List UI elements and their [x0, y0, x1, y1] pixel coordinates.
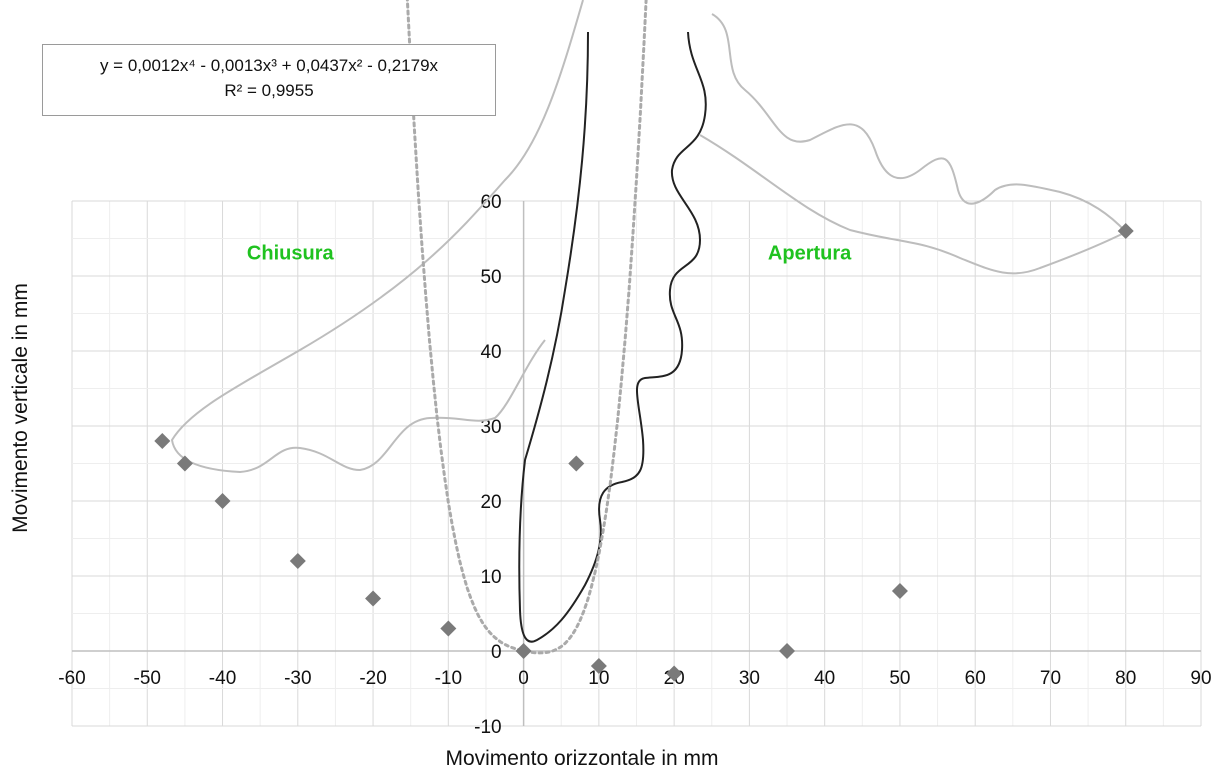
x-tick-label: -10 — [435, 668, 462, 689]
region-label-apertura: Apertura — [768, 243, 852, 265]
data-point — [214, 493, 231, 509]
x-tick-label: 70 — [1040, 668, 1061, 689]
jaw-outline-closing — [170, 0, 584, 474]
y-axis-title: Movimento verticale in mm — [9, 283, 32, 533]
data-point — [176, 455, 193, 472]
trendline — [405, 0, 648, 655]
data-point — [568, 455, 585, 472]
trendline-equation-box: y = 0,0012x⁴ - 0,0013x³ + 0,0437x² - 0,2… — [42, 44, 496, 116]
x-tick-label: -30 — [284, 668, 311, 689]
chart-grid — [71, 200, 1202, 727]
y-tick-label: 40 — [480, 342, 501, 363]
y-tick-label: 30 — [480, 417, 501, 438]
x-tick-label: 60 — [965, 668, 986, 689]
x-tick-label: -60 — [58, 668, 85, 689]
center-outline-dark — [518, 31, 707, 643]
data-point — [590, 658, 607, 674]
x-tick-label: -20 — [359, 668, 386, 689]
jaw-outline-center — [518, 31, 707, 643]
closing-outline-light — [170, 0, 584, 474]
trendline-r-squared: R² = 0,9955 — [224, 81, 314, 100]
data-point — [515, 643, 532, 659]
y-tick-label: 10 — [480, 567, 501, 588]
y-tick-label: -10 — [474, 717, 501, 738]
x-tick-label: 30 — [739, 668, 760, 689]
data-point — [1117, 223, 1134, 239]
data-markers — [154, 223, 1134, 682]
x-tick-label: 90 — [1190, 668, 1211, 689]
jaw-outline-opening — [699, 13, 1127, 275]
x-tick-label: -50 — [134, 668, 161, 689]
data-point — [666, 665, 683, 682]
data-point — [440, 620, 457, 637]
y-tick-label: 50 — [480, 267, 501, 288]
chart-axes: -60 -50 -40 -30 -20 -10 0 10 20 30 40 50 60 70 80 90 -10… — [58, 192, 1211, 738]
data-point — [779, 643, 796, 659]
x-axis-title: Movimento orizzontale in mm — [445, 747, 718, 770]
data-point — [365, 590, 382, 607]
data-point — [289, 553, 306, 569]
region-label-chiusura: Chiusura — [247, 243, 335, 265]
y-tick-label: 0 — [491, 642, 502, 663]
trendline-equation: y = 0,0012x⁴ - 0,0013x³ + 0,0437x² - 0,2… — [99, 56, 439, 75]
x-tick-label: 0 — [518, 668, 529, 689]
x-tick-label: -40 — [209, 668, 236, 689]
data-point — [891, 583, 908, 599]
x-tick-label: 80 — [1115, 668, 1136, 689]
x-tick-label: 10 — [588, 668, 609, 689]
x-tick-label: 50 — [889, 668, 910, 689]
data-point — [154, 433, 171, 449]
x-tick-label: 40 — [814, 668, 835, 689]
y-tick-label: 60 — [480, 192, 501, 213]
y-tick-label: 20 — [480, 492, 501, 513]
opening-outline-light — [699, 13, 1127, 275]
